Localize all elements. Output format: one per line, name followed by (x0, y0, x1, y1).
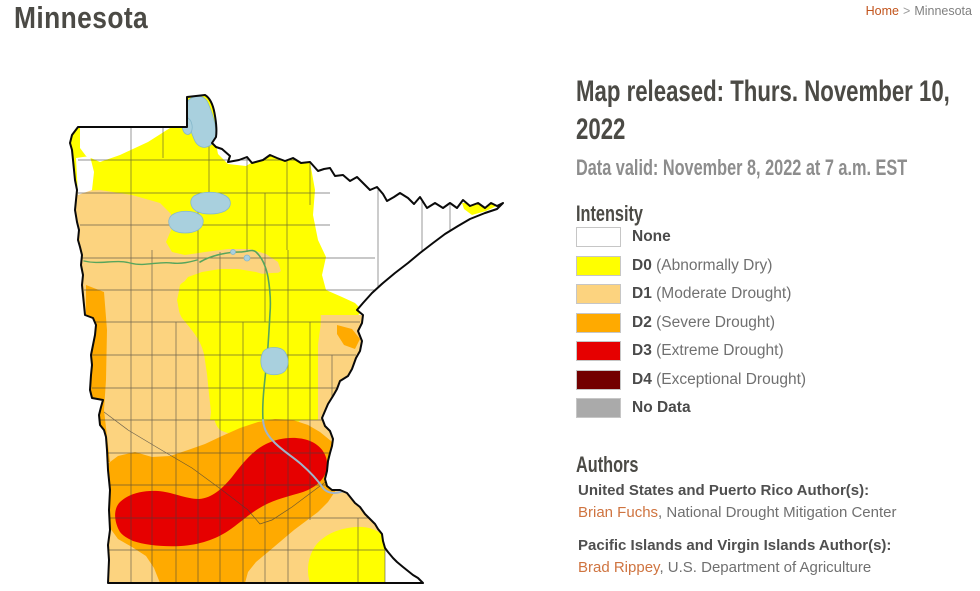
legend-label: D4 (Exceptional Drought) (632, 370, 807, 388)
legend-label: D2 (Severe Drought) (632, 313, 776, 331)
author-line: Brian Fuchs, National Drought Mitigation… (578, 504, 897, 521)
legend-swatch (576, 255, 621, 276)
breadcrumb-current: Minnesota (914, 4, 972, 18)
author-link[interactable]: Brian Fuchs (578, 504, 659, 521)
author-line: Brad Rippey, U.S. Department of Agricult… (578, 559, 872, 576)
legend-swatch (576, 398, 621, 418)
legend-label: No Data (632, 399, 691, 416)
map-released-heading: Map released: Thurs. November 10, 2022 (576, 75, 950, 146)
region-d3-blob (115, 437, 328, 547)
legend-item: None (576, 227, 806, 247)
legend-item: D2 (Severe Drought) (576, 312, 806, 333)
legend-item: D1 (Moderate Drought) (576, 284, 806, 304)
legend-swatch (576, 369, 621, 390)
breadcrumb-separator: > (903, 4, 911, 18)
data-valid-text: Data valid: November 8, 2022 at 7 a.m. E… (576, 155, 908, 180)
legend-label: D0 (Abnormally Dry) (632, 256, 773, 274)
minnesota-drought-map (69, 94, 504, 584)
breadcrumb: Home > Minnesota (866, 4, 972, 18)
author-link[interactable]: Brad Rippey (578, 559, 660, 576)
map-details-panel: Map released: Thurs. November 10, 2022 D… (576, 73, 980, 576)
author-region-label: United States and Puerto Rico Author(s): (578, 482, 870, 499)
legend-label: D1 (Moderate Drought) (632, 285, 792, 302)
region-d1-west (70, 190, 281, 583)
region-d1-east (318, 315, 430, 430)
region-d0-central (178, 272, 321, 437)
author-group: United States and Puerto Rico Author(s):… (578, 480, 897, 524)
intensity-heading: Intensity (576, 201, 643, 226)
upper-red-lake (190, 191, 231, 215)
authors-heading: Authors (576, 452, 639, 477)
legend-swatch (576, 227, 621, 247)
authors-list: United States and Puerto Rico Author(s):… (578, 480, 897, 590)
region-d0-southeast (308, 526, 393, 583)
map-release-info: Map released: Thurs. November 10, 2022 D… (576, 73, 955, 183)
region-none-secorner (385, 548, 432, 583)
author-region-label: Pacific Islands and Virgin Islands Autho… (578, 537, 892, 554)
mille-lacs-lake (260, 347, 289, 376)
legend-item: No Data (576, 398, 806, 418)
drought-map-svg (69, 94, 504, 584)
lakes (168, 95, 289, 376)
legend-item: D4 (Exceptional Drought) (576, 369, 807, 390)
legend-swatch (576, 312, 621, 333)
legend-item: D0 (Abnormally Dry) (576, 255, 806, 276)
legend-swatch (576, 284, 621, 304)
legend-item: D3 (Extreme Drought) (576, 341, 806, 361)
page-title: Minnesota (14, 0, 149, 35)
legend-label: D3 (Extreme Drought) (632, 342, 784, 359)
intensity-legend: None D0 (Abnormally Dry) D1 (Moderate Drou… (576, 227, 806, 427)
legend-label: None (632, 228, 671, 245)
lower-red-lake (168, 210, 204, 234)
author-group: Pacific Islands and Virgin Islands Autho… (578, 535, 897, 579)
legend-swatch (576, 341, 621, 361)
breadcrumb-home-link[interactable]: Home (865, 4, 899, 18)
